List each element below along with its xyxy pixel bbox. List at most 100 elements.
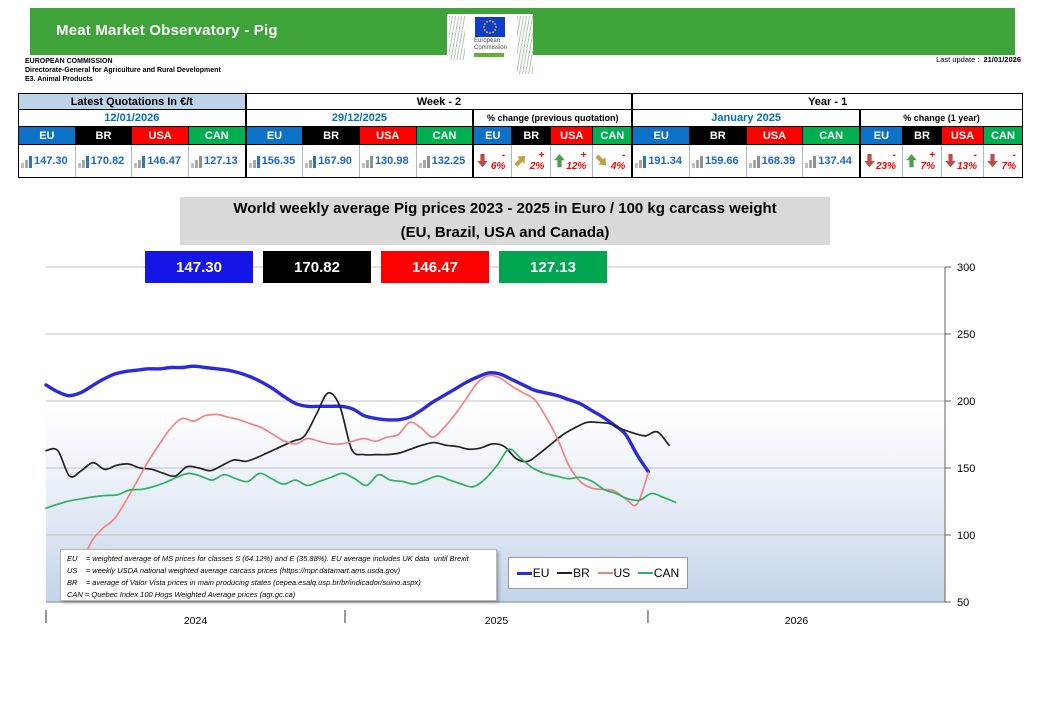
callout-value: 146.47	[412, 258, 458, 276]
series-line-eu	[44, 364, 651, 474]
table-subheader: 12/01/2026	[19, 110, 245, 127]
series-line-can	[45, 448, 677, 510]
pct-change-value: - 7%	[1001, 150, 1016, 172]
bar-chart-gray-icon	[691, 155, 703, 168]
logo-hatch-right-icon	[517, 16, 533, 74]
quote-value: 168.39	[761, 155, 796, 167]
eu-flag-icon	[475, 17, 505, 37]
quote-value: 137.44	[818, 155, 852, 167]
arrow-se-icon	[595, 154, 607, 166]
price-chart: 300 250 200 150 100 50 2024 2025 2026	[0, 255, 1039, 640]
pct-change-cell: + 2%	[511, 145, 550, 177]
legend-item-br: BR	[557, 566, 590, 580]
table-subheader: January 2025	[631, 110, 859, 127]
quote-cell: 127.13	[187, 145, 245, 177]
country-header-usa: USA	[358, 127, 416, 145]
quote-value: 147.30	[34, 155, 68, 167]
legend-item-can: CAN	[637, 566, 679, 580]
quote-cell: 168.39	[745, 145, 803, 177]
legend-label: US	[613, 566, 631, 580]
org-line-1: EUROPEAN COMMISSION	[25, 58, 113, 65]
quote-value: 167.90	[318, 155, 352, 167]
country-header-eu: EU	[244, 127, 303, 145]
pct-change-value: + 2%	[529, 150, 545, 172]
footnote-line: BR = average of Valor Vista prices in ma…	[67, 578, 421, 587]
quote-value: 130.98	[374, 155, 409, 167]
chart-legend: EU BR US CAN	[508, 557, 688, 589]
bar-chart-gray-icon	[361, 155, 373, 168]
callout-value: 147.30	[176, 258, 222, 276]
quote-cell: 130.98	[358, 145, 416, 177]
country-header-usa: USA	[550, 127, 593, 145]
pct-change-cell: + 7%	[901, 145, 941, 177]
callout-usa: 146.47	[381, 251, 489, 283]
country-header-eu: EU	[631, 127, 689, 145]
legend-item-us: US	[597, 566, 631, 580]
chart-footnotes: EU = weighted average of MS prices for c…	[60, 549, 497, 601]
quote-value: 159.66	[704, 155, 739, 167]
series-line-br	[45, 391, 670, 478]
org-line-3: E3. Animal Products	[25, 76, 93, 83]
quote-cell: 137.44	[802, 145, 859, 177]
callout-can: 127.13	[499, 251, 607, 283]
quote-value: 156.35	[261, 155, 296, 167]
country-header-eu: EU	[858, 127, 902, 145]
pct-change-value: - 13%	[956, 150, 977, 172]
latest-value-callouts: 147.30 170.82 146.47 127.13	[145, 251, 607, 283]
table-subheader: % change (previous quotation)	[472, 110, 632, 127]
country-header-usa: USA	[745, 127, 803, 145]
logo-green-bar	[474, 53, 504, 57]
callout-value: 170.82	[294, 258, 340, 276]
quote-value: 191.34	[648, 155, 682, 167]
legend-label: EU	[532, 566, 550, 580]
bar-chart-gray-icon	[805, 155, 817, 168]
arrow-up-icon	[554, 154, 565, 168]
last-update-value: 21/01/2026	[983, 55, 1021, 64]
quotations-table: Latest Quotations In €/t Week - 2 Year - 1…	[18, 93, 1023, 178]
footnote-line: CAN = Quebec Index 100 Hogs Weighted Ave…	[67, 590, 296, 599]
table-subheader: 29/12/2025	[244, 110, 473, 127]
legend-swatch-can	[637, 572, 653, 574]
legend-swatch-eu	[516, 571, 532, 575]
table-group-header: Year - 1	[631, 94, 1022, 110]
logo-caption-line2: Commission	[474, 44, 508, 51]
quote-cell: 191.34	[631, 145, 689, 177]
arrow-down-icon	[864, 154, 875, 168]
country-header-can: CAN	[415, 127, 473, 145]
country-header-eu: EU	[472, 127, 512, 145]
bar-chart-blue-icon	[21, 155, 32, 168]
pct-change-value: + 12%	[566, 150, 587, 172]
callout-br: 170.82	[263, 251, 371, 283]
legend-swatch-br	[557, 572, 573, 574]
table-group-header: Latest Quotations In €/t	[19, 94, 245, 110]
quote-cell: 159.66	[688, 145, 746, 177]
line-chart-svg: 300 250 200 150 100 50 2024 2025 2026	[44, 262, 975, 627]
footnote-line: EU = weighted average of MS prices for c…	[67, 554, 469, 563]
country-header-br: BR	[688, 127, 746, 145]
country-header-br: BR	[511, 127, 551, 145]
chart-title-line1: World weekly average Pig prices 2023 - 2…	[233, 200, 777, 217]
quote-cell: 147.30	[19, 145, 75, 177]
org-block: EUROPEAN COMMISSION Directorate-General …	[25, 57, 221, 84]
quote-cell: 132.25	[415, 145, 473, 177]
ytick-label-250: 250	[957, 329, 975, 341]
arrow-down-icon	[477, 154, 488, 168]
page-title: Meat Market Observatory - Pig	[56, 22, 278, 39]
quote-value: 146.47	[147, 155, 181, 167]
country-header-br: BR	[74, 127, 132, 145]
country-header-can: CAN	[982, 127, 1022, 145]
pct-change-cell: - 13%	[940, 145, 983, 177]
quote-cell: 170.82	[74, 145, 132, 177]
european-commission-logo: European Commission	[447, 14, 533, 78]
pct-change-cell: - 23%	[858, 145, 902, 177]
bar-chart-blue-icon	[134, 155, 146, 168]
logo-caption-line1: European	[474, 38, 501, 44]
bar-chart-gray-icon	[190, 155, 202, 168]
arrow-down-icon	[987, 154, 998, 168]
arrow-down-icon	[945, 154, 956, 168]
chart-title-line2: (EU, Brazil, USA and Canada)	[400, 224, 610, 241]
ytick-label-300: 300	[957, 262, 975, 274]
bar-chart-blue-icon	[635, 155, 647, 168]
logo-caption: European Commission	[474, 38, 508, 51]
country-header-br: BR	[901, 127, 941, 145]
